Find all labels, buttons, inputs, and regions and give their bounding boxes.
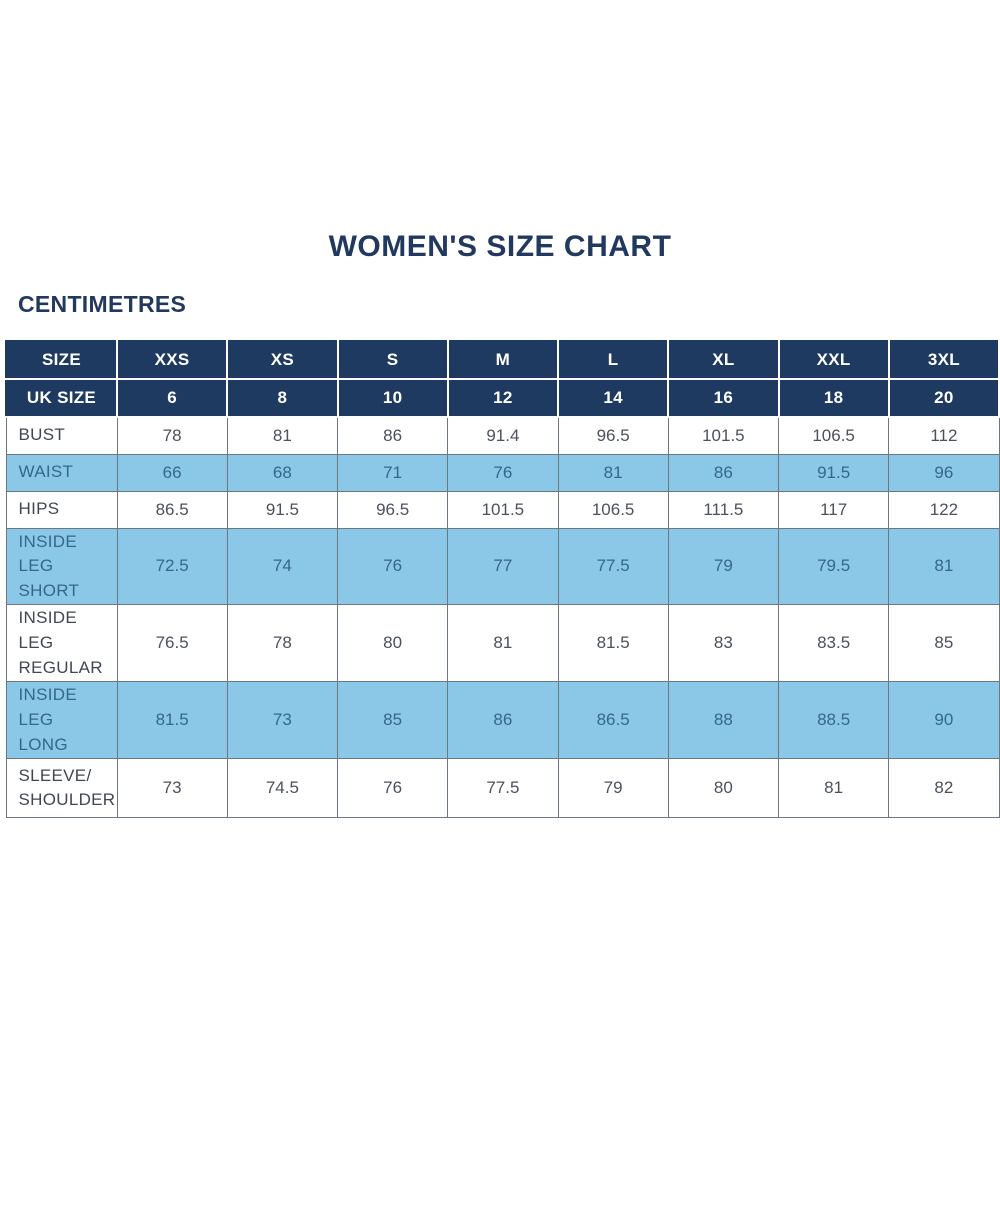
value-cell: 78 — [226, 604, 339, 683]
value-cell: 66 — [116, 453, 228, 492]
size-table-body: BUST 78 81 86 91.4 96.5 101.5 106.5 112 WAIST 66 68… — [5, 416, 1000, 819]
size-chart-table: SIZE XXS XS S M L XL XXL 3XL UK SIZE 6 8 10 12 14 16 18 2… — [5, 340, 1000, 819]
row-label-cell: HIPS — [5, 490, 118, 529]
row-label-cell: SLEEVE/ SHOULDER — [5, 758, 118, 819]
size-table-head: SIZE XXS XS S M L XL XXL 3XL UK SIZE 6 8 10 12 14 16 18 2… — [5, 340, 1000, 418]
value-cell: 96.5 — [557, 416, 669, 455]
table-row: BUST 78 81 86 91.4 96.5 101.5 106.5 112 — [5, 416, 1000, 455]
value-cell: 91.4 — [447, 416, 559, 455]
value-cell: 85 — [336, 681, 449, 760]
header-row: UK SIZE 6 8 10 12 14 16 18 20 — [5, 378, 1000, 418]
value-cell: 88.5 — [777, 681, 890, 760]
header-value-cell: 12 — [446, 378, 560, 418]
value-cell: 72.5 — [116, 527, 228, 606]
value-cell: 112 — [888, 416, 1000, 455]
value-cell: 79 — [667, 527, 780, 606]
value-cell: 122 — [888, 490, 1000, 529]
table-row: INSIDE LEG SHORT 72.5 74 76 77 77.5 79 79.5 81 — [5, 527, 1000, 606]
row-label-cell: INSIDE LEG REGULAR — [5, 604, 118, 683]
header-value-cell: XL — [667, 340, 780, 380]
row-label-cell: WAIST — [5, 453, 118, 492]
table-row: HIPS 86.5 91.5 96.5 101.5 106.5 111.5 117 122 — [5, 490, 1000, 529]
value-cell: 80 — [667, 758, 780, 819]
header-value-cell: 18 — [777, 378, 890, 418]
value-cell: 68 — [226, 453, 339, 492]
value-cell: 81 — [777, 758, 890, 819]
value-cell: 76 — [336, 527, 449, 606]
value-cell: 86.5 — [116, 490, 228, 529]
header-value-cell: 14 — [556, 378, 670, 418]
value-cell: 117 — [777, 490, 890, 529]
value-cell: 81 — [557, 453, 669, 492]
value-cell: 106.5 — [557, 490, 669, 529]
value-cell: 81.5 — [116, 681, 228, 760]
header-value-cell: L — [556, 340, 670, 380]
table-row: INSIDE LEG REGULAR 76.5 78 80 81 81.5 83 83.5 85 — [5, 604, 1000, 683]
header-value-cell: 16 — [667, 378, 780, 418]
units-label: CENTIMETRES — [18, 291, 187, 317]
value-cell: 77.5 — [447, 758, 559, 819]
value-cell: 77.5 — [557, 527, 669, 606]
value-cell: 83.5 — [777, 604, 890, 683]
value-cell: 80 — [336, 604, 449, 683]
row-label-cell: INSIDE LEG LONG — [5, 681, 118, 760]
page-title: WOMEN'S SIZE CHART — [328, 230, 672, 263]
value-cell: 81 — [888, 527, 1000, 606]
header-value-cell: 10 — [336, 378, 449, 418]
value-cell: 88 — [667, 681, 780, 760]
value-cell: 76 — [336, 758, 449, 819]
value-cell: 74.5 — [226, 758, 339, 819]
header-value-cell: 20 — [887, 378, 1000, 418]
value-cell: 86 — [336, 416, 449, 455]
header-value-cell: 6 — [115, 378, 229, 418]
header-row: SIZE XXS XS S M L XL XXL 3XL — [5, 340, 1000, 380]
value-cell: 86 — [667, 453, 780, 492]
value-cell: 76.5 — [116, 604, 228, 683]
value-cell: 90 — [888, 681, 1000, 760]
value-cell: 82 — [888, 758, 1000, 819]
header-label-cell: SIZE — [5, 340, 118, 380]
value-cell: 73 — [116, 758, 228, 819]
header-label-cell: UK SIZE — [5, 378, 118, 418]
value-cell: 86 — [447, 681, 559, 760]
header-value-cell: XS — [226, 340, 339, 380]
header-value-cell: XXL — [777, 340, 890, 380]
value-cell: 79.5 — [777, 527, 890, 606]
table-row: SLEEVE/ SHOULDER 73 74.5 76 77.5 79 80 81 82 — [5, 758, 1000, 819]
value-cell: 71 — [336, 453, 449, 492]
value-cell: 96 — [888, 453, 1000, 492]
header-value-cell: XXS — [115, 340, 229, 380]
value-cell: 73 — [226, 681, 339, 760]
header-value-cell: 3XL — [887, 340, 1000, 380]
value-cell: 77 — [447, 527, 559, 606]
value-cell: 101.5 — [447, 490, 559, 529]
value-cell: 78 — [116, 416, 228, 455]
value-cell: 91.5 — [226, 490, 339, 529]
value-cell: 81 — [447, 604, 559, 683]
value-cell: 83 — [667, 604, 780, 683]
row-label-cell: BUST — [5, 416, 118, 455]
value-cell: 76 — [447, 453, 559, 492]
value-cell: 74 — [226, 527, 339, 606]
table-row: INSIDE LEG LONG 81.5 73 85 86 86.5 88 88.5 90 — [5, 681, 1000, 760]
value-cell: 96.5 — [336, 490, 449, 529]
value-cell: 106.5 — [777, 416, 890, 455]
value-cell: 79 — [557, 758, 669, 819]
value-cell: 85 — [888, 604, 1000, 683]
table-row: WAIST 66 68 71 76 81 86 91.5 96 — [5, 453, 1000, 492]
value-cell: 81.5 — [557, 604, 669, 683]
header-value-cell: 8 — [226, 378, 339, 418]
value-cell: 91.5 — [777, 453, 890, 492]
value-cell: 111.5 — [667, 490, 780, 529]
value-cell: 86.5 — [557, 681, 669, 760]
header-value-cell: S — [336, 340, 449, 380]
header-value-cell: M — [446, 340, 560, 380]
value-cell: 81 — [226, 416, 339, 455]
row-label-cell: INSIDE LEG SHORT — [5, 527, 118, 606]
value-cell: 101.5 — [667, 416, 780, 455]
